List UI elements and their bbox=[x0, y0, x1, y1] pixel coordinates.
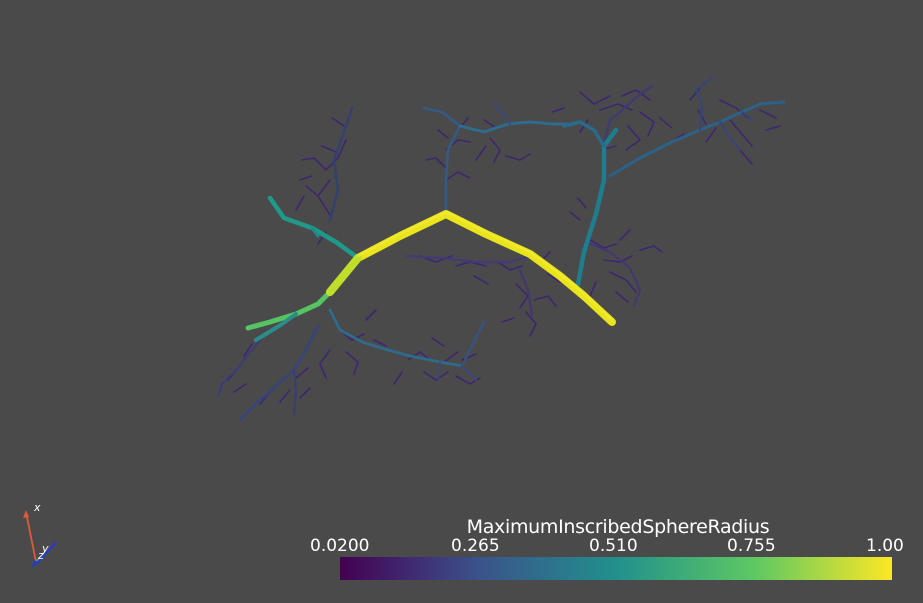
axis-x-label: x bbox=[34, 501, 41, 514]
scalar-bar-tick-min: 0.0200 bbox=[310, 536, 370, 556]
scalar-bar-tick-max: 1.00 bbox=[866, 536, 904, 556]
mid-branches bbox=[216, 77, 786, 422]
axis-z-label: z bbox=[38, 549, 44, 562]
axes-triad-icon bbox=[23, 510, 57, 568]
main-trunk bbox=[326, 210, 616, 326]
scalar-bar-tick-3: 0.755 bbox=[727, 536, 776, 556]
scalar-bar-tick-1: 0.265 bbox=[451, 536, 500, 556]
medium-branches bbox=[245, 120, 619, 342]
orientation-axes-widget[interactable]: x y z bbox=[18, 500, 68, 570]
scalar-bar-colorbar[interactable] bbox=[340, 557, 892, 580]
axis-y-label: y bbox=[42, 542, 49, 555]
scalar-bar-tick-2: 0.510 bbox=[589, 536, 638, 556]
scalar-bar-title: MaximumInscribedSphereRadius bbox=[466, 516, 770, 538]
